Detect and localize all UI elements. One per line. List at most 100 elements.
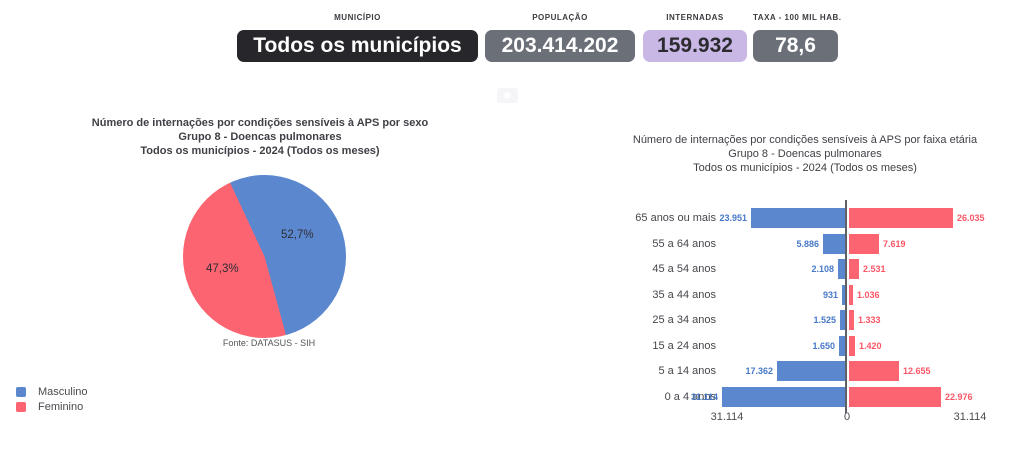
- pie-title-line-3: Todos os municípios - 2024 (Todos os mes…: [140, 145, 380, 157]
- bar-feminino[interactable]: [849, 310, 854, 330]
- bar-masculino[interactable]: [751, 208, 846, 228]
- value-masculino: 17.362: [745, 366, 773, 376]
- value-feminino: 2.531: [863, 264, 886, 274]
- left-half: 1.650: [722, 336, 846, 356]
- tornado-row-4: 25 a 34 anos 1.525 1.333: [596, 310, 973, 330]
- category-label: 25 a 34 anos: [652, 314, 716, 326]
- value-masculino: 23.951: [719, 213, 747, 223]
- category-label: 45 a 54 anos: [652, 263, 716, 275]
- legend-swatch-masculino: [16, 386, 26, 397]
- kpi-label-1: POPULAÇÃO: [532, 13, 588, 22]
- legend-label-masculino: Masculino: [38, 385, 88, 398]
- source-note: Fonte: DATASUS - SIH: [222, 338, 316, 348]
- pie-chart-sexo[interactable]: [183, 175, 346, 338]
- left-half: 23.951: [719, 208, 846, 228]
- value-feminino: 26.035: [957, 213, 985, 223]
- right-half: 1.420: [849, 336, 973, 356]
- bar-feminino[interactable]: [849, 208, 953, 228]
- kpi-label-0: MUNICÍPIO: [334, 13, 381, 22]
- tornado-row-0: 65 anos ou mais 23.951 26.035: [596, 208, 985, 228]
- kpi-label-2: INTERNADAS: [666, 13, 724, 22]
- value-masculino: 2.108: [811, 264, 834, 274]
- left-half: 2.108: [722, 259, 846, 279]
- value-feminino: 1.333: [858, 315, 881, 325]
- tornado-zero-axis-line: [845, 200, 847, 413]
- right-half: 26.035: [849, 208, 985, 228]
- legend: Masculino Feminino: [16, 384, 88, 414]
- value-masculino: 1.525: [813, 315, 836, 325]
- x-tick-zero: 0: [843, 411, 851, 423]
- bar-masculino[interactable]: [838, 259, 846, 279]
- left-half: 31.114: [691, 387, 846, 407]
- left-half: 5.886: [722, 234, 846, 254]
- tornado-row-7: 0 a 4 anos 31.114 22.976: [596, 387, 973, 407]
- value-feminino: 22.976: [945, 392, 973, 402]
- x-tick-right: 31.114: [953, 411, 987, 423]
- bar-feminino[interactable]: [849, 361, 899, 381]
- left-half: 931: [722, 285, 846, 305]
- pie-title-line-2: Grupo 8 - Doencas pulmonares: [178, 131, 342, 143]
- right-half: 2.531: [849, 259, 973, 279]
- tornado-row-3: 35 a 44 anos 931 1.036: [596, 285, 973, 305]
- category-label: 65 anos ou mais: [635, 212, 716, 224]
- tornado-row-5: 15 a 24 anos 1.650 1.420: [596, 336, 973, 356]
- value-feminino: 1.420: [859, 341, 882, 351]
- bar-feminino[interactable]: [849, 387, 941, 407]
- tornado-title-line-2: Grupo 8 - Doencas pulmonares: [728, 148, 882, 160]
- tornado-row-6: 5 a 14 anos 17.362 12.655: [596, 361, 973, 381]
- pie-chart-title: Número de internações por condições sens…: [85, 116, 435, 158]
- bar-masculino[interactable]: [840, 310, 846, 330]
- category-label: 5 a 14 anos: [658, 365, 717, 377]
- kpi-label-3: TAXA - 100 MIL HAB.: [753, 13, 842, 22]
- kpi-value-chip-0[interactable]: Todos os municípios: [237, 30, 478, 62]
- x-tick-left: 31.114: [710, 411, 744, 423]
- legend-label-feminino: Feminino: [38, 400, 84, 413]
- bar-masculino[interactable]: [777, 361, 846, 381]
- tornado-title-line-3: Todos os municípios - 2024 (Todos os mes…: [693, 162, 917, 174]
- bar-masculino[interactable]: [722, 387, 846, 407]
- kpi-card-3: TAXA - 100 MIL HAB. 78,6: [753, 13, 841, 62]
- value-masculino: 1.650: [812, 341, 835, 351]
- tornado-chart-title: Número de internações por condições sens…: [605, 133, 1005, 175]
- value-feminino: 7.619: [883, 239, 906, 249]
- right-half: 1.036: [849, 285, 973, 305]
- legend-item-feminino[interactable]: Feminino: [16, 399, 88, 414]
- kpi-value-chip-2: 159.932: [643, 30, 747, 62]
- tornado-row-1: 55 a 64 anos 5.886 7.619: [596, 234, 973, 254]
- tornado-title-line-1: Número de internações por condições sens…: [632, 134, 978, 146]
- category-label: 55 a 64 anos: [652, 238, 716, 250]
- tornado-row-2: 45 a 54 anos 2.108 2.531: [596, 259, 973, 279]
- legend-item-masculino[interactable]: Masculino: [16, 384, 88, 399]
- bar-feminino[interactable]: [849, 234, 879, 254]
- pie-title-line-1: Número de internações por condições sens…: [91, 117, 429, 129]
- right-half: 22.976: [849, 387, 973, 407]
- category-label: 15 a 24 anos: [652, 340, 716, 352]
- value-masculino: 31.114: [690, 392, 718, 402]
- bar-feminino[interactable]: [849, 336, 855, 356]
- bar-masculino[interactable]: [823, 234, 846, 254]
- category-label: 35 a 44 anos: [652, 289, 716, 301]
- value-masculino: 5.886: [796, 239, 819, 249]
- bar-masculino[interactable]: [839, 336, 846, 356]
- value-feminino: 12.655: [903, 366, 931, 376]
- right-half: 7.619: [849, 234, 973, 254]
- kpi-value-chip-1: 203.414.202: [485, 30, 635, 62]
- kpi-card-0: MUNICÍPIO Todos os municípios: [237, 13, 478, 62]
- camera-watermark-icon: [497, 88, 518, 103]
- bar-masculino[interactable]: [842, 285, 846, 305]
- value-masculino: 931: [822, 290, 838, 300]
- kpi-card-2: INTERNADAS 159.932: [643, 13, 747, 62]
- pie-label-feminino: 47,3%: [206, 263, 239, 275]
- right-half: 1.333: [849, 310, 973, 330]
- left-half: 1.525: [722, 310, 846, 330]
- right-half: 12.655: [849, 361, 973, 381]
- bar-feminino[interactable]: [849, 285, 853, 305]
- category-label: 0 a 4 anos: [664, 391, 716, 403]
- value-feminino: 1.036: [857, 290, 880, 300]
- kpi-value-chip-3: 78,6: [753, 30, 838, 62]
- left-half: 17.362: [722, 361, 846, 381]
- bar-feminino[interactable]: [849, 259, 859, 279]
- kpi-card-1: POPULAÇÃO 203.414.202: [485, 13, 635, 62]
- legend-swatch-feminino: [16, 401, 26, 412]
